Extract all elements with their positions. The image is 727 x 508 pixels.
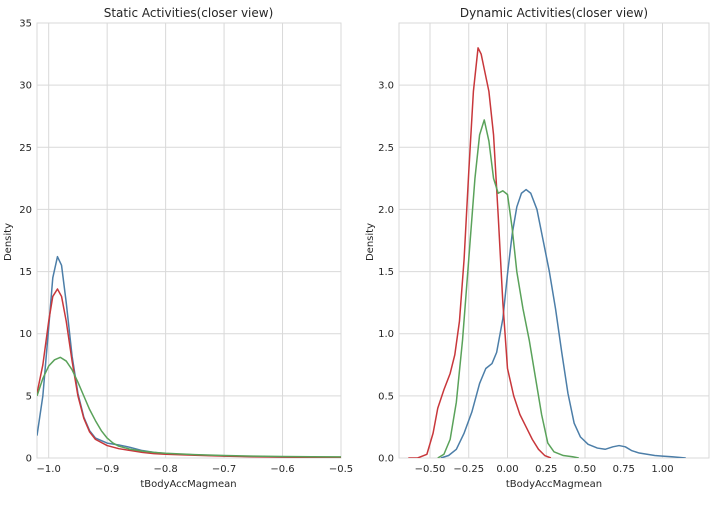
- static-y-tick-label: 20: [19, 205, 32, 216]
- static-activities-chart: Static Activities(closer view) tBodyAccM…: [3, 6, 353, 490]
- dynamic-chart-title: Dynamic Activities(closer view): [460, 6, 648, 20]
- dynamic-y-axis-label: Density: [365, 223, 376, 261]
- static-x-axis-label: tBodyAccMagmean: [140, 479, 236, 490]
- dynamic-activities-chart: Dynamic Activities(closer view) tBodyAcc…: [365, 6, 710, 490]
- dynamic-x-tick-label: 0.00: [496, 464, 518, 475]
- dynamic-y-tick-label: 2.0: [378, 205, 394, 216]
- dynamic-plot-frame: [398, 22, 710, 459]
- dynamic-y-tick-label: 1.0: [378, 329, 394, 340]
- static-grid: [36, 22, 342, 459]
- static-x-tick-label: −1.0: [37, 464, 61, 475]
- static-y-axis-label: Density: [3, 223, 14, 261]
- static-y-tick-label: 5: [26, 391, 32, 402]
- static-density-curve-blue: [37, 255, 341, 458]
- dynamic-x-tick-label: 0.50: [574, 464, 596, 475]
- dynamic-y-tick-label: 3.0: [378, 81, 394, 92]
- static-y-tick-label: 10: [19, 329, 32, 340]
- dynamic-y-tick-label: 2.5: [378, 143, 394, 154]
- dynamic-y-tick-label: 0.5: [378, 391, 394, 402]
- static-x-tick-label: −0.8: [153, 464, 177, 475]
- static-plot-frame: [36, 22, 342, 459]
- static-x-tick-label: −0.7: [212, 464, 236, 475]
- static-x-tick-label: −0.5: [329, 464, 353, 475]
- static-density-curve-red: [37, 288, 341, 458]
- dynamic-x-axis-label: tBodyAccMagmean: [506, 479, 602, 490]
- dynamic-x-tick-label: −0.25: [453, 464, 484, 475]
- dynamic-x-tick-label: 0.25: [535, 464, 557, 475]
- static-x-tick-label: −0.9: [95, 464, 119, 475]
- dynamic-density-curve-blue: [440, 188, 686, 458]
- static-y-tick-label: 0: [26, 454, 32, 465]
- dynamic-x-tick-label: −0.50: [415, 464, 446, 475]
- static-y-tick-label: 15: [19, 267, 32, 278]
- static-density-curve-green: [37, 356, 341, 458]
- static-y-tick-label: 30: [19, 81, 32, 92]
- dynamic-density-curve-green: [437, 119, 579, 458]
- dynamic-x-tick-label: 0.75: [613, 464, 635, 475]
- dynamic-x-tick-label: 1.00: [651, 464, 673, 475]
- dynamic-y-tick-label: 1.5: [378, 267, 394, 278]
- static-y-tick-label: 35: [19, 19, 32, 30]
- static-x-tick-label: −0.6: [270, 464, 294, 475]
- static-chart-title: Static Activities(closer view): [104, 6, 274, 20]
- dynamic-density-curve-red: [408, 47, 552, 458]
- dynamic-grid: [398, 22, 710, 459]
- static-y-tick-label: 25: [19, 143, 32, 154]
- dynamic-y-tick-label: 0.0: [378, 454, 394, 465]
